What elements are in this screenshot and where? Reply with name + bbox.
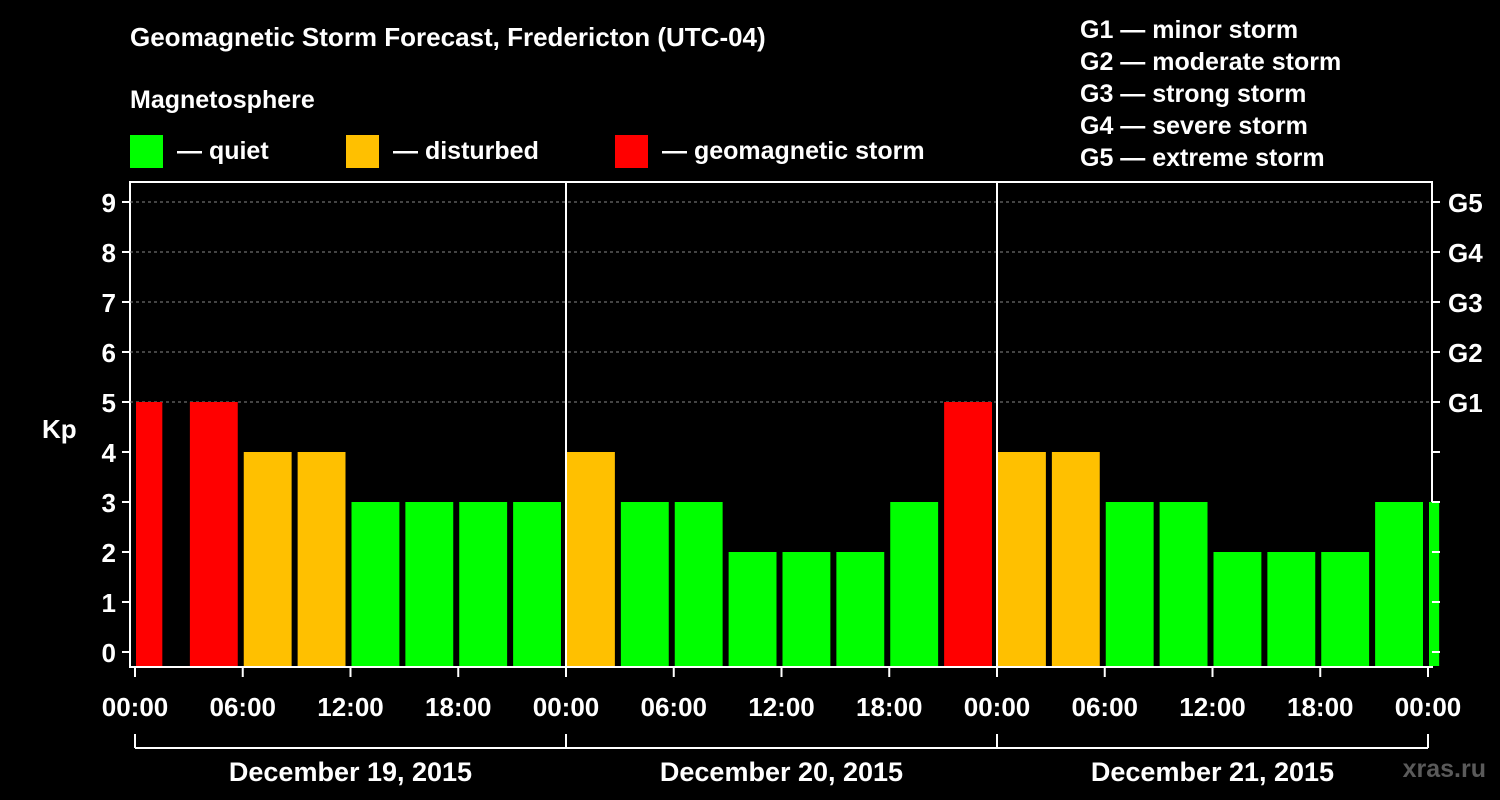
y-tick-label: 3 — [102, 488, 116, 518]
kp-bar-2 — [189, 402, 238, 666]
storm-level-label: G5 — [1448, 188, 1483, 218]
kp-bar-17 — [998, 452, 1046, 666]
kp-bar-4 — [297, 452, 346, 666]
legend-item-storm: — geomagnetic storm — [615, 134, 925, 168]
storm-scale-g3: G3 — strong storm — [1080, 80, 1307, 108]
storm-scale-g2: G2 — moderate storm — [1080, 48, 1342, 76]
legend-label-storm: — geomagnetic storm — [662, 136, 925, 165]
x-tick-label: 12:00 — [1179, 692, 1246, 722]
kp-bar-14 — [836, 552, 885, 666]
x-tick-label: 00:00 — [102, 692, 169, 722]
kp-bar-22 — [1267, 552, 1316, 666]
kp-bar-1 — [136, 402, 163, 666]
storm-level-label: G3 — [1448, 288, 1483, 318]
y-tick-label: 8 — [102, 238, 116, 268]
kp-bar-9 — [567, 452, 615, 666]
x-tick-label: 12:00 — [317, 692, 384, 722]
storm-level-label: G1 — [1448, 388, 1483, 418]
day-label: December 19, 2015 — [229, 757, 472, 787]
x-tick-label: 00:00 — [1395, 692, 1462, 722]
legend-label-disturbed: — disturbed — [393, 136, 539, 165]
x-tick-label: 18:00 — [425, 692, 492, 722]
legend-swatch-disturbed — [346, 134, 379, 168]
kp-bar-19 — [1105, 502, 1154, 666]
legend-heading: Magnetosphere — [130, 86, 315, 114]
day-label: December 21, 2015 — [1091, 757, 1334, 787]
legend-swatch-quiet — [130, 134, 163, 168]
x-tick-label: 00:00 — [964, 692, 1031, 722]
kp-bar-15 — [890, 502, 939, 666]
x-tick-label: 06:00 — [1072, 692, 1139, 722]
y-tick-label: 4 — [102, 438, 117, 468]
x-tick-label: 12:00 — [748, 692, 815, 722]
y-tick-label: 2 — [102, 538, 116, 568]
day-label: December 20, 2015 — [660, 757, 903, 787]
y-tick-label: 5 — [102, 388, 116, 418]
y-tick-label: 7 — [102, 288, 116, 318]
legend-swatch-storm — [615, 134, 648, 168]
kp-bar-16 — [944, 402, 992, 666]
watermark: xras.ru — [1402, 755, 1486, 783]
storm-scale-g4: G4 — severe storm — [1080, 112, 1308, 140]
kp-bar-23 — [1321, 552, 1370, 666]
kp-bar-25 — [1429, 502, 1440, 666]
chart-title: Geomagnetic Storm Forecast, Fredericton … — [130, 22, 766, 52]
legend-item-quiet: — quiet — [130, 134, 269, 168]
legend-label-quiet: — quiet — [177, 136, 269, 165]
y-axis-label: Kp — [42, 414, 77, 444]
kp-bar-10 — [620, 502, 669, 666]
kp-bar-5 — [351, 502, 400, 666]
x-tick-label: 18:00 — [856, 692, 923, 722]
kp-bar-24 — [1375, 502, 1423, 666]
y-tick-label: 0 — [102, 638, 116, 668]
y-tick-label: 1 — [102, 588, 116, 618]
kp-bar-21 — [1213, 552, 1262, 666]
x-tick-label: 06:00 — [641, 692, 708, 722]
kp-bar-18 — [1051, 452, 1100, 666]
kp-bar-20 — [1159, 502, 1208, 666]
x-tick-label: 06:00 — [210, 692, 277, 722]
y-tick-label: 6 — [102, 338, 116, 368]
x-tick-label: 00:00 — [533, 692, 600, 722]
kp-bar-7 — [459, 502, 508, 666]
storm-scale-legend: G1 — minor storm G2 — moderate storm G3 … — [1080, 14, 1341, 174]
legend-item-disturbed: — disturbed — [346, 134, 539, 168]
y-tick-label: 9 — [102, 188, 116, 218]
kp-bar-13 — [782, 552, 831, 666]
storm-level-label: G4 — [1448, 238, 1483, 268]
storm-scale-g1: G1 — minor storm — [1080, 16, 1299, 44]
kp-bar-11 — [674, 502, 723, 666]
storm-level-label: G2 — [1448, 338, 1483, 368]
kp-bar-12 — [728, 552, 777, 666]
kp-bar-3 — [243, 452, 292, 666]
x-tick-label: 18:00 — [1287, 692, 1354, 722]
storm-scale-g5: G5 — extreme storm — [1080, 144, 1325, 172]
kp-bar-6 — [405, 502, 454, 666]
kp-bar-8 — [513, 502, 561, 666]
